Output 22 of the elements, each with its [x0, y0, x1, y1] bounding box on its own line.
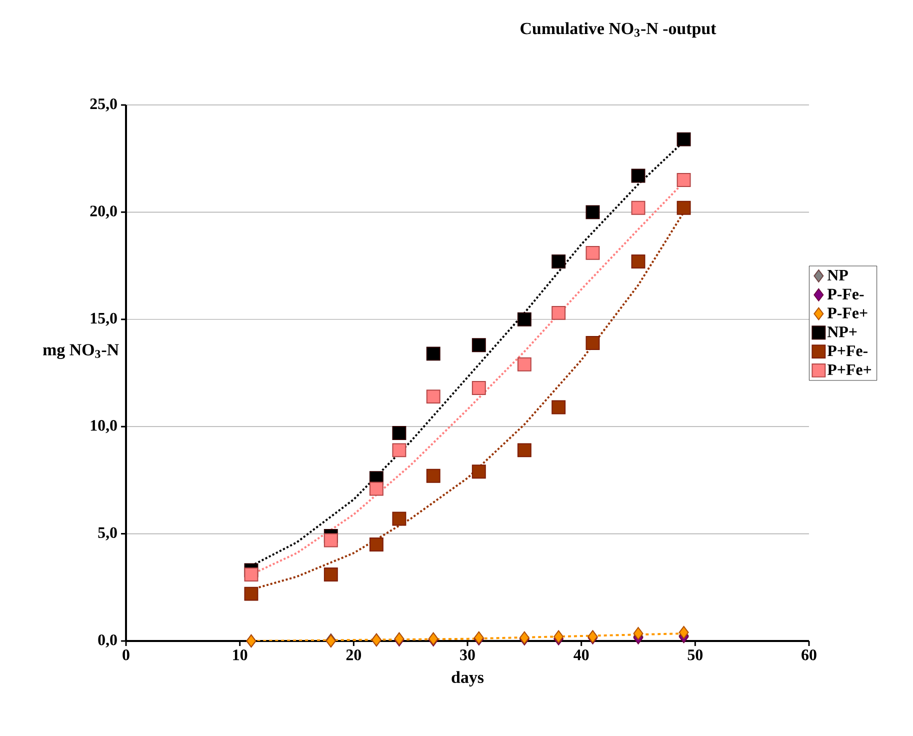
y-tick-label: 5,0 [98, 527, 117, 540]
legend-label: P-Fe- [827, 288, 864, 300]
y-tick-label: 10,0 [90, 420, 117, 434]
x-tick-label: 0 [122, 649, 130, 660]
y-tick-label: 25,0 [90, 98, 117, 112]
x-tick-label: 20 [346, 649, 362, 660]
legend-label: P+Fe+ [827, 364, 872, 376]
y-tick-label: 20,0 [90, 206, 117, 219]
x-tick-label: 30 [460, 649, 475, 660]
legend-label: P-Fe+ [827, 308, 868, 318]
legend-label: NP [827, 270, 848, 280]
chart-title: Cumulative NO$_{3}$-N -output [520, 22, 716, 38]
legend-label: P+Fe- [827, 346, 868, 356]
x-tick-label: 10 [233, 649, 248, 660]
y-tick-label: 15,0 [90, 312, 117, 326]
x-tick-label: 40 [574, 649, 589, 660]
y-tick-label: 0,0 [98, 634, 117, 648]
x-tick-label: 50 [688, 649, 703, 660]
x-axis-title: days [452, 671, 484, 686]
legend-label: NP+ [827, 326, 857, 338]
x-tick-label: 60 [802, 649, 816, 660]
y-axis-title: mg NO$_{3}$-N [43, 344, 119, 360]
